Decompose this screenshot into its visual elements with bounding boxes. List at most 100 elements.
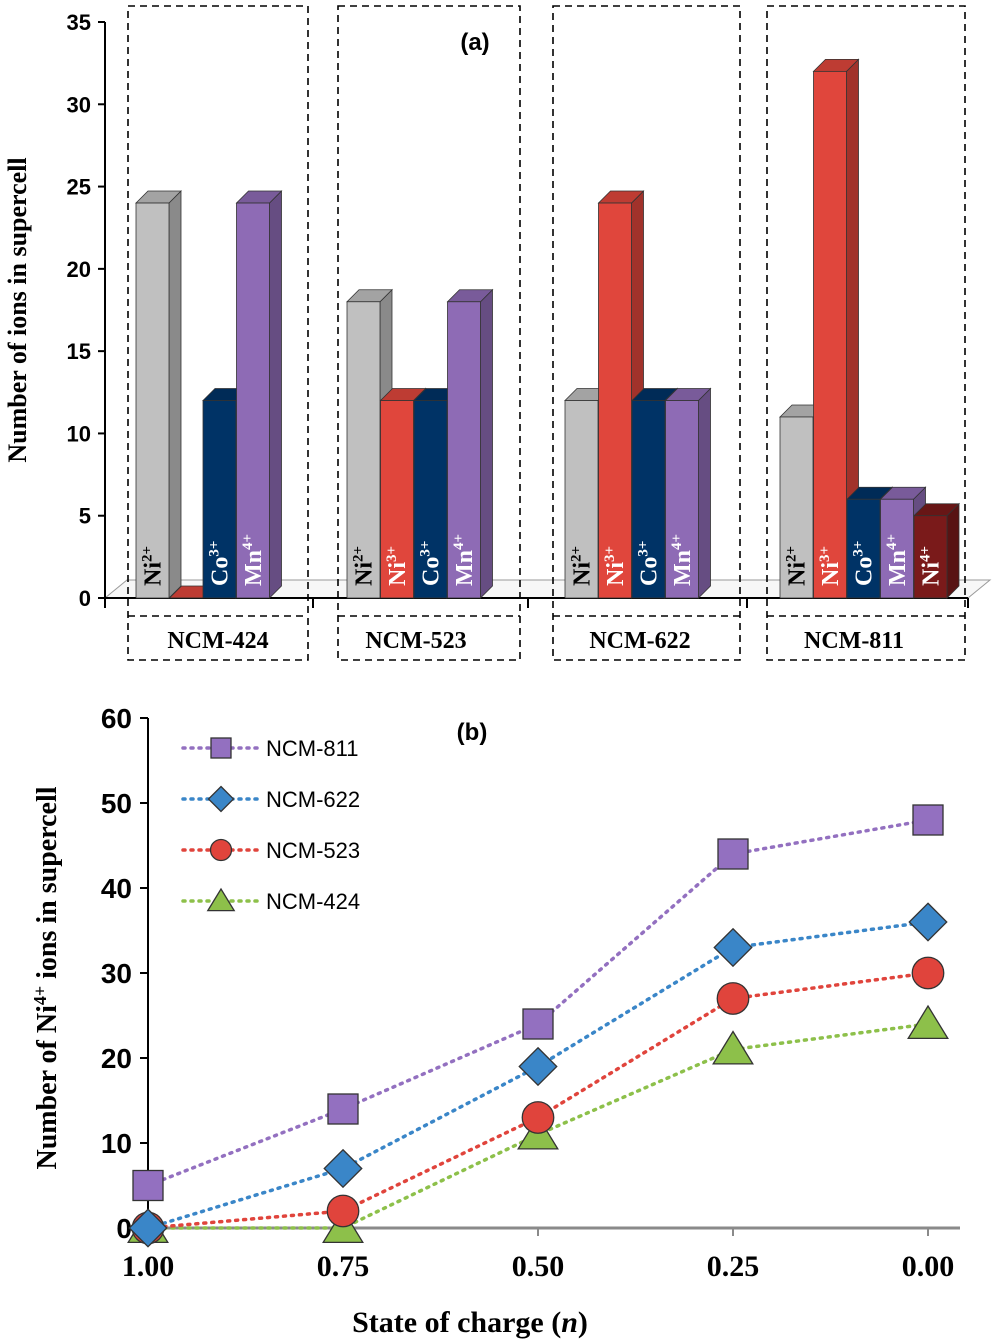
legend-marker: [210, 737, 232, 759]
bar-ncm-811-co3plus: [846, 498, 881, 599]
ion-label: Co3+: [418, 541, 445, 586]
x-tick-label-b: 0.50: [512, 1250, 565, 1283]
point-ncm-811: [717, 838, 749, 870]
y-axis-title-text: Number of Ni: [32, 1005, 63, 1170]
bar-ncm-622-mn4plus: [665, 400, 699, 599]
bar-side: [480, 288, 493, 599]
bar-ncm-424-mn4plus: [236, 202, 270, 599]
legend-marker: [209, 838, 233, 862]
point-ncm-622: [713, 927, 753, 968]
ion-charge: 3+: [602, 546, 618, 562]
y-tick-label-a: 15: [67, 339, 91, 364]
bar-ncm-424-ni2plus: [135, 202, 170, 599]
ion-charge: 4+: [451, 534, 467, 550]
y-axis-title-a: Number of ions in supercell: [3, 157, 32, 462]
ion-charge: 4+: [240, 534, 256, 550]
point-ncm-424: [907, 1004, 949, 1040]
ion-symbol: Ni: [141, 562, 167, 586]
series-line-ncm-811: [146, 818, 930, 1188]
y-tick-label-a: 10: [67, 421, 91, 446]
y-tick-label-b: 50: [101, 788, 132, 819]
point-ncm-523: [911, 956, 945, 990]
bar-side: [269, 190, 282, 599]
x-tick-label-b: 0.75: [317, 1250, 370, 1283]
ion-charge: 3+: [207, 541, 223, 557]
legend-marker: [207, 785, 235, 813]
bar-ncm-811-ni3plus: [813, 70, 847, 599]
group-label: NCM-811: [804, 628, 904, 654]
x-axis-title-b: State of charge (n): [352, 1306, 588, 1339]
bar-side: [698, 387, 711, 599]
ion-charge: 3+: [817, 546, 833, 562]
y-tick-label-b: 20: [101, 1043, 132, 1074]
ion-symbol: Mn: [241, 550, 267, 586]
ion-symbol: Co: [637, 557, 663, 586]
x-axis-title-var: n: [561, 1306, 578, 1339]
ion-symbol: Mn: [885, 550, 911, 586]
ion-charge: 2+: [784, 546, 800, 562]
ion-symbol: Ni: [919, 562, 945, 586]
ion-symbol: Ni: [785, 562, 811, 586]
y-axis-title-b: Number of Ni4+ ions in supercell: [30, 786, 63, 1169]
ion-charge: 3+: [851, 541, 867, 557]
ion-label: Ni3+: [817, 546, 844, 586]
group-box: [766, 5, 966, 661]
ion-symbol: Ni: [352, 562, 378, 586]
bar-side: [168, 190, 182, 599]
ion-charge: 3+: [418, 541, 434, 557]
bar-ncm-622-co3plus: [631, 400, 666, 599]
ion-label: Ni2+: [140, 546, 167, 586]
y-tick-label-a: 35: [67, 10, 91, 35]
bar-ncm-523-ni3plus: [380, 400, 414, 599]
ion-symbol: Ni: [570, 562, 596, 586]
x-tick-label-b: 0.25: [707, 1250, 760, 1283]
point-ncm-811: [912, 804, 944, 836]
group-box: [127, 5, 309, 661]
ion-label: Ni2+: [569, 546, 596, 586]
bar-ncm-523-mn4plus: [447, 301, 481, 599]
point-ncm-622: [908, 902, 948, 942]
ion-label: Ni3+: [602, 546, 629, 586]
point-ncm-523: [521, 1101, 555, 1134]
point-ncm-622: [128, 1208, 168, 1248]
ion-label: Co3+: [851, 541, 878, 586]
ion-label: Co3+: [636, 541, 663, 586]
x-axis-title-close: ): [578, 1306, 588, 1339]
ion-symbol: Mn: [452, 550, 478, 586]
ion-symbol: Co: [852, 557, 878, 586]
ion-symbol: Ni: [603, 562, 629, 586]
ion-label: Ni2+: [784, 546, 811, 586]
ion-label: Mn4+: [240, 534, 267, 586]
point-ncm-811: [132, 1169, 164, 1202]
point-ncm-811: [327, 1093, 359, 1125]
y-tick-label-b: 60: [101, 703, 132, 734]
group-label: NCM-622: [589, 628, 690, 654]
ion-charge: 4+: [884, 534, 900, 550]
panel-label-b: (b): [457, 719, 488, 746]
ion-label: Ni3+: [384, 546, 411, 586]
point-ncm-424: [712, 1030, 754, 1065]
ion-symbol: Co: [419, 557, 445, 586]
panel-label-a: (a): [460, 29, 489, 56]
x-axis-title-text: State of charge (: [352, 1306, 561, 1339]
bar-ncm-811-mn4plus: [880, 498, 914, 599]
legend-label: NCM-523: [266, 838, 360, 863]
ion-label: Mn4+: [451, 534, 478, 586]
ion-charge: 2+: [140, 546, 156, 562]
y-tick-label-a: 20: [67, 257, 91, 282]
point-ncm-622: [323, 1148, 363, 1189]
ion-label: Ni2+: [351, 546, 378, 586]
ion-symbol: Ni: [818, 562, 844, 586]
x-tick-label-b: 0.00: [902, 1250, 955, 1283]
ion-charge: 3+: [636, 541, 652, 557]
ion-label: Co3+: [207, 541, 234, 586]
y-tick-label-a: 25: [67, 175, 91, 200]
ion-label: Mn4+: [884, 534, 911, 586]
bar-ncm-622-ni3plus: [598, 202, 632, 599]
point-ncm-622: [518, 1046, 558, 1087]
point-ncm-811: [522, 1008, 554, 1040]
legend-label: NCM-811: [266, 736, 359, 761]
y-tick-label-b: 10: [101, 1128, 132, 1159]
group-box: [337, 5, 521, 661]
group-label: NCM-523: [365, 628, 466, 654]
